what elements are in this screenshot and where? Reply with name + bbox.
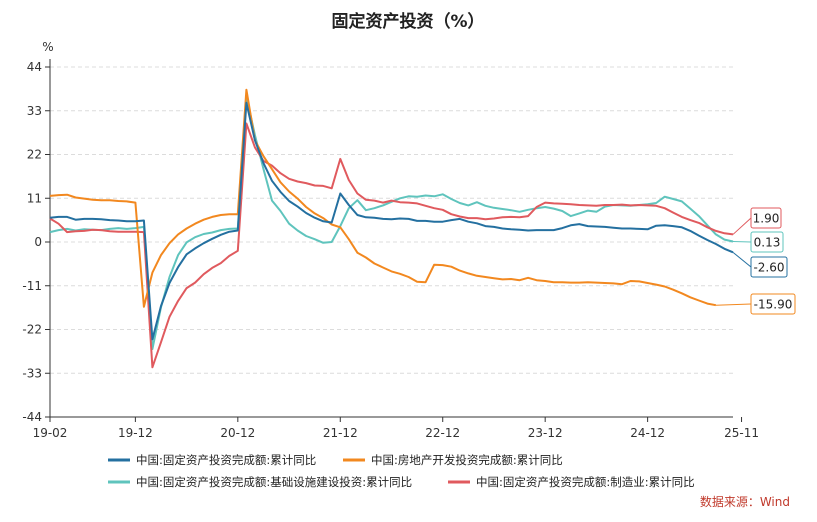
x-tick-label: 22-12 (425, 426, 460, 440)
end-label-value: -15.90 (754, 298, 793, 312)
end-label-connector (732, 251, 752, 268)
x-axis: 19-02 19-12 20-12 21-12 22-12 23-12 24-12 25-11 (33, 416, 759, 440)
legend-entry: 中国:固定资产投资完成额:制造业:累计同比 (476, 475, 695, 489)
x-tick-label: 25-11 (724, 426, 759, 440)
x-tick-label: 19-02 (33, 426, 68, 440)
end-label-value: 0.13 (754, 236, 781, 250)
end-label-box (750, 231, 784, 253)
series-line (49, 122, 734, 369)
y-tick-label: 44 (27, 60, 42, 74)
y-tick-label: 22 (27, 148, 42, 162)
end-label-value: 1.90 (753, 212, 780, 226)
end-label-box (750, 207, 782, 229)
x-tick-label: 20-12 (220, 426, 255, 440)
y-axis: 44 33 22 11 0 -11 -22 -33 -44 (22, 59, 51, 424)
series-line (49, 101, 734, 341)
x-tick-label: 21-12 (323, 426, 358, 440)
end-label-connector (715, 303, 752, 306)
y-tick-label: -33 (22, 366, 42, 380)
end-label-connector (732, 217, 752, 235)
gridlines (50, 66, 733, 374)
y-tick-label: 11 (27, 191, 42, 205)
legend-entry: 中国:固定资产投资完成额:累计同比 (136, 453, 316, 467)
x-tick-label: 23-12 (528, 426, 563, 440)
x-tick-label: 24-12 (630, 426, 665, 440)
end-label-box (750, 293, 796, 315)
legend-entry: 中国:房地产开发投资完成额:累计同比 (371, 453, 563, 467)
end-label-connector (732, 240, 752, 243)
legend-entry: 中国:固定资产投资完成额:基础设施建设投资:累计同比 (136, 475, 412, 489)
y-tick-label: -22 (22, 323, 42, 337)
y-tick-label: 0 (34, 235, 42, 249)
series-line (49, 88, 717, 308)
x-tick-label: 19-12 (118, 426, 153, 440)
series-line (49, 95, 734, 350)
end-label-box (750, 256, 788, 278)
data-source-note: 数据来源：Wind (700, 494, 790, 509)
y-tick-label: 33 (27, 104, 42, 118)
y-tick-label: -11 (22, 279, 42, 293)
series-lines (49, 88, 734, 369)
chart-title: 固定资产投资（%） (331, 11, 484, 32)
y-axis-unit: % (42, 40, 53, 54)
legend: 中国:固定资产投资完成额:累计同比 中国:房地产开发投资完成额:累计同比中国:固定… (108, 453, 695, 489)
end-labels: 1.90 0.13 -2.60 -15.90 (715, 207, 796, 315)
y-tick-label: -44 (22, 410, 42, 424)
end-label-value: -2.60 (753, 261, 784, 275)
